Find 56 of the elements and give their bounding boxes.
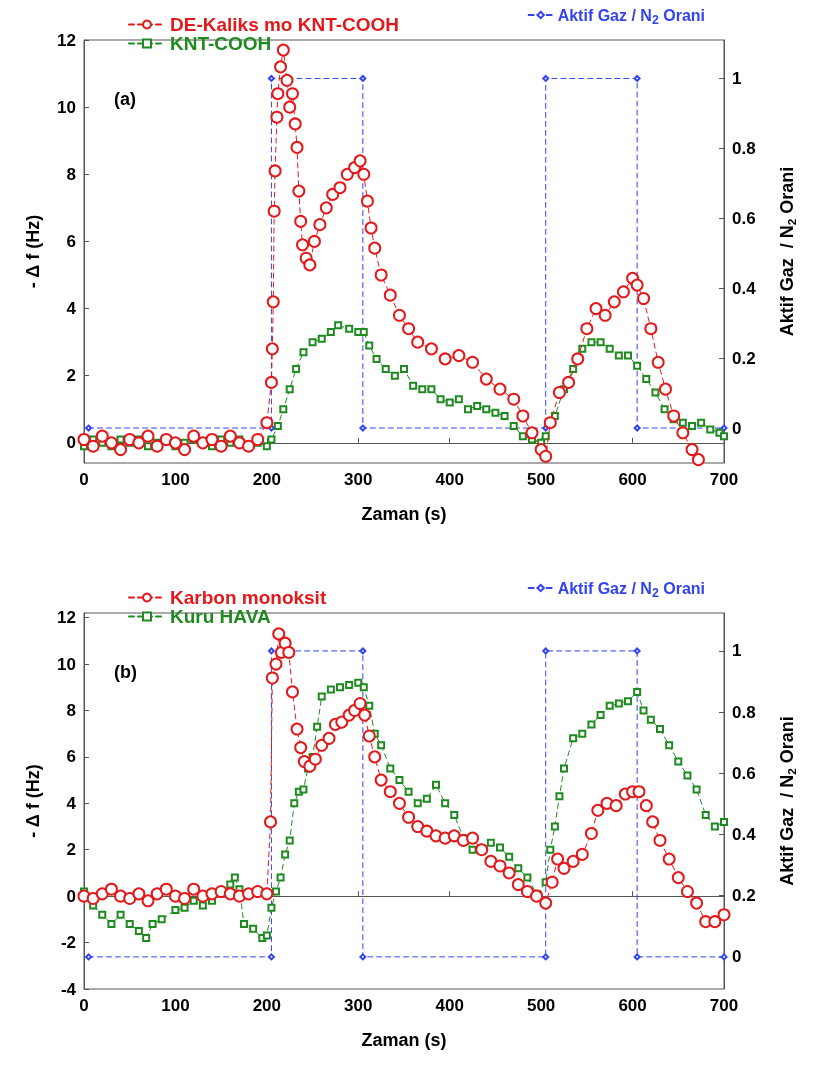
y-tick-label: 4	[66, 793, 77, 813]
y-tick-label: 0	[66, 886, 76, 906]
x-tick-label: 700	[709, 996, 739, 1015]
y2-tick-label: 0.4	[732, 825, 757, 844]
y-tick-label: 6	[66, 747, 76, 767]
x-tick-label: 600	[618, 470, 647, 489]
y2-axis-title: Aktif Gaz / N2 Orani	[776, 166, 798, 337]
y2-tick-label: 0	[732, 947, 742, 967]
y-tick-label: 2	[66, 366, 76, 386]
legend-label: KNT-COOH	[170, 33, 272, 54]
y2-tick-label: 0.6	[732, 208, 756, 228]
y-tick-label: 10	[57, 97, 76, 117]
x-tick-label: 600	[618, 996, 647, 1015]
y-tick-label: -2	[60, 933, 76, 953]
y-tick-label: 12	[57, 30, 76, 50]
y2-tick-label: 0.6	[732, 763, 756, 783]
y2-tick-label: 0.4	[732, 278, 757, 298]
x-tick-label: 500	[526, 996, 556, 1015]
y-tick-label: 2	[66, 840, 76, 860]
x-axis-title: Zaman (s)	[361, 1030, 447, 1050]
x-tick-label: 0	[79, 470, 89, 489]
y2-tick-label: 1	[732, 68, 742, 88]
y2-tick-label: 0.8	[732, 702, 756, 722]
x-tick-label: 0	[79, 996, 89, 1015]
y2-tick-label: 0.8	[732, 138, 756, 158]
x-tick-label: 200	[252, 470, 282, 489]
y-axis-title: - Δ f (Hz)	[23, 764, 43, 838]
y2-tick-label: 0.2	[732, 348, 756, 368]
legend-label: Karbon monoksit	[170, 587, 327, 608]
y2-axis-title: Aktif Gaz / N2 Orani	[776, 716, 798, 886]
y2-tick-label: 0	[732, 418, 742, 438]
x-tick-label: 400	[435, 996, 464, 1015]
legend-label: DE-Kaliks mo KNT-COOH	[170, 14, 400, 35]
x-axis-title: Zaman (s)	[361, 504, 447, 524]
annotation: (b)	[114, 662, 137, 682]
x-tick-label: 100	[161, 470, 190, 489]
y-tick-label: 8	[66, 164, 76, 184]
annotation: (a)	[114, 89, 136, 109]
x-tick-label: 500	[526, 470, 556, 489]
x-tick-label: 400	[435, 470, 464, 489]
y-axis-title: - Δ f (Hz)	[23, 214, 43, 289]
y-tick-label: -4	[60, 979, 77, 999]
y-tick-label: 12	[57, 608, 76, 628]
y-tick-label: 10	[57, 654, 76, 674]
x-tick-label: 300	[344, 470, 373, 489]
y-tick-label: 4	[66, 299, 77, 319]
y2-tick-label: 0.2	[732, 886, 756, 906]
x-tick-label: 700	[709, 470, 739, 489]
y-tick-label: 8	[66, 700, 76, 720]
y2-tick-label: 1	[732, 641, 742, 661]
legend-label: Kuru HAVA	[170, 606, 271, 627]
x-tick-label: 200	[252, 996, 282, 1015]
y-tick-label: 0	[66, 433, 76, 453]
x-tick-label: 300	[344, 996, 373, 1015]
x-tick-label: 100	[161, 996, 190, 1015]
y-tick-label: 6	[66, 231, 76, 251]
